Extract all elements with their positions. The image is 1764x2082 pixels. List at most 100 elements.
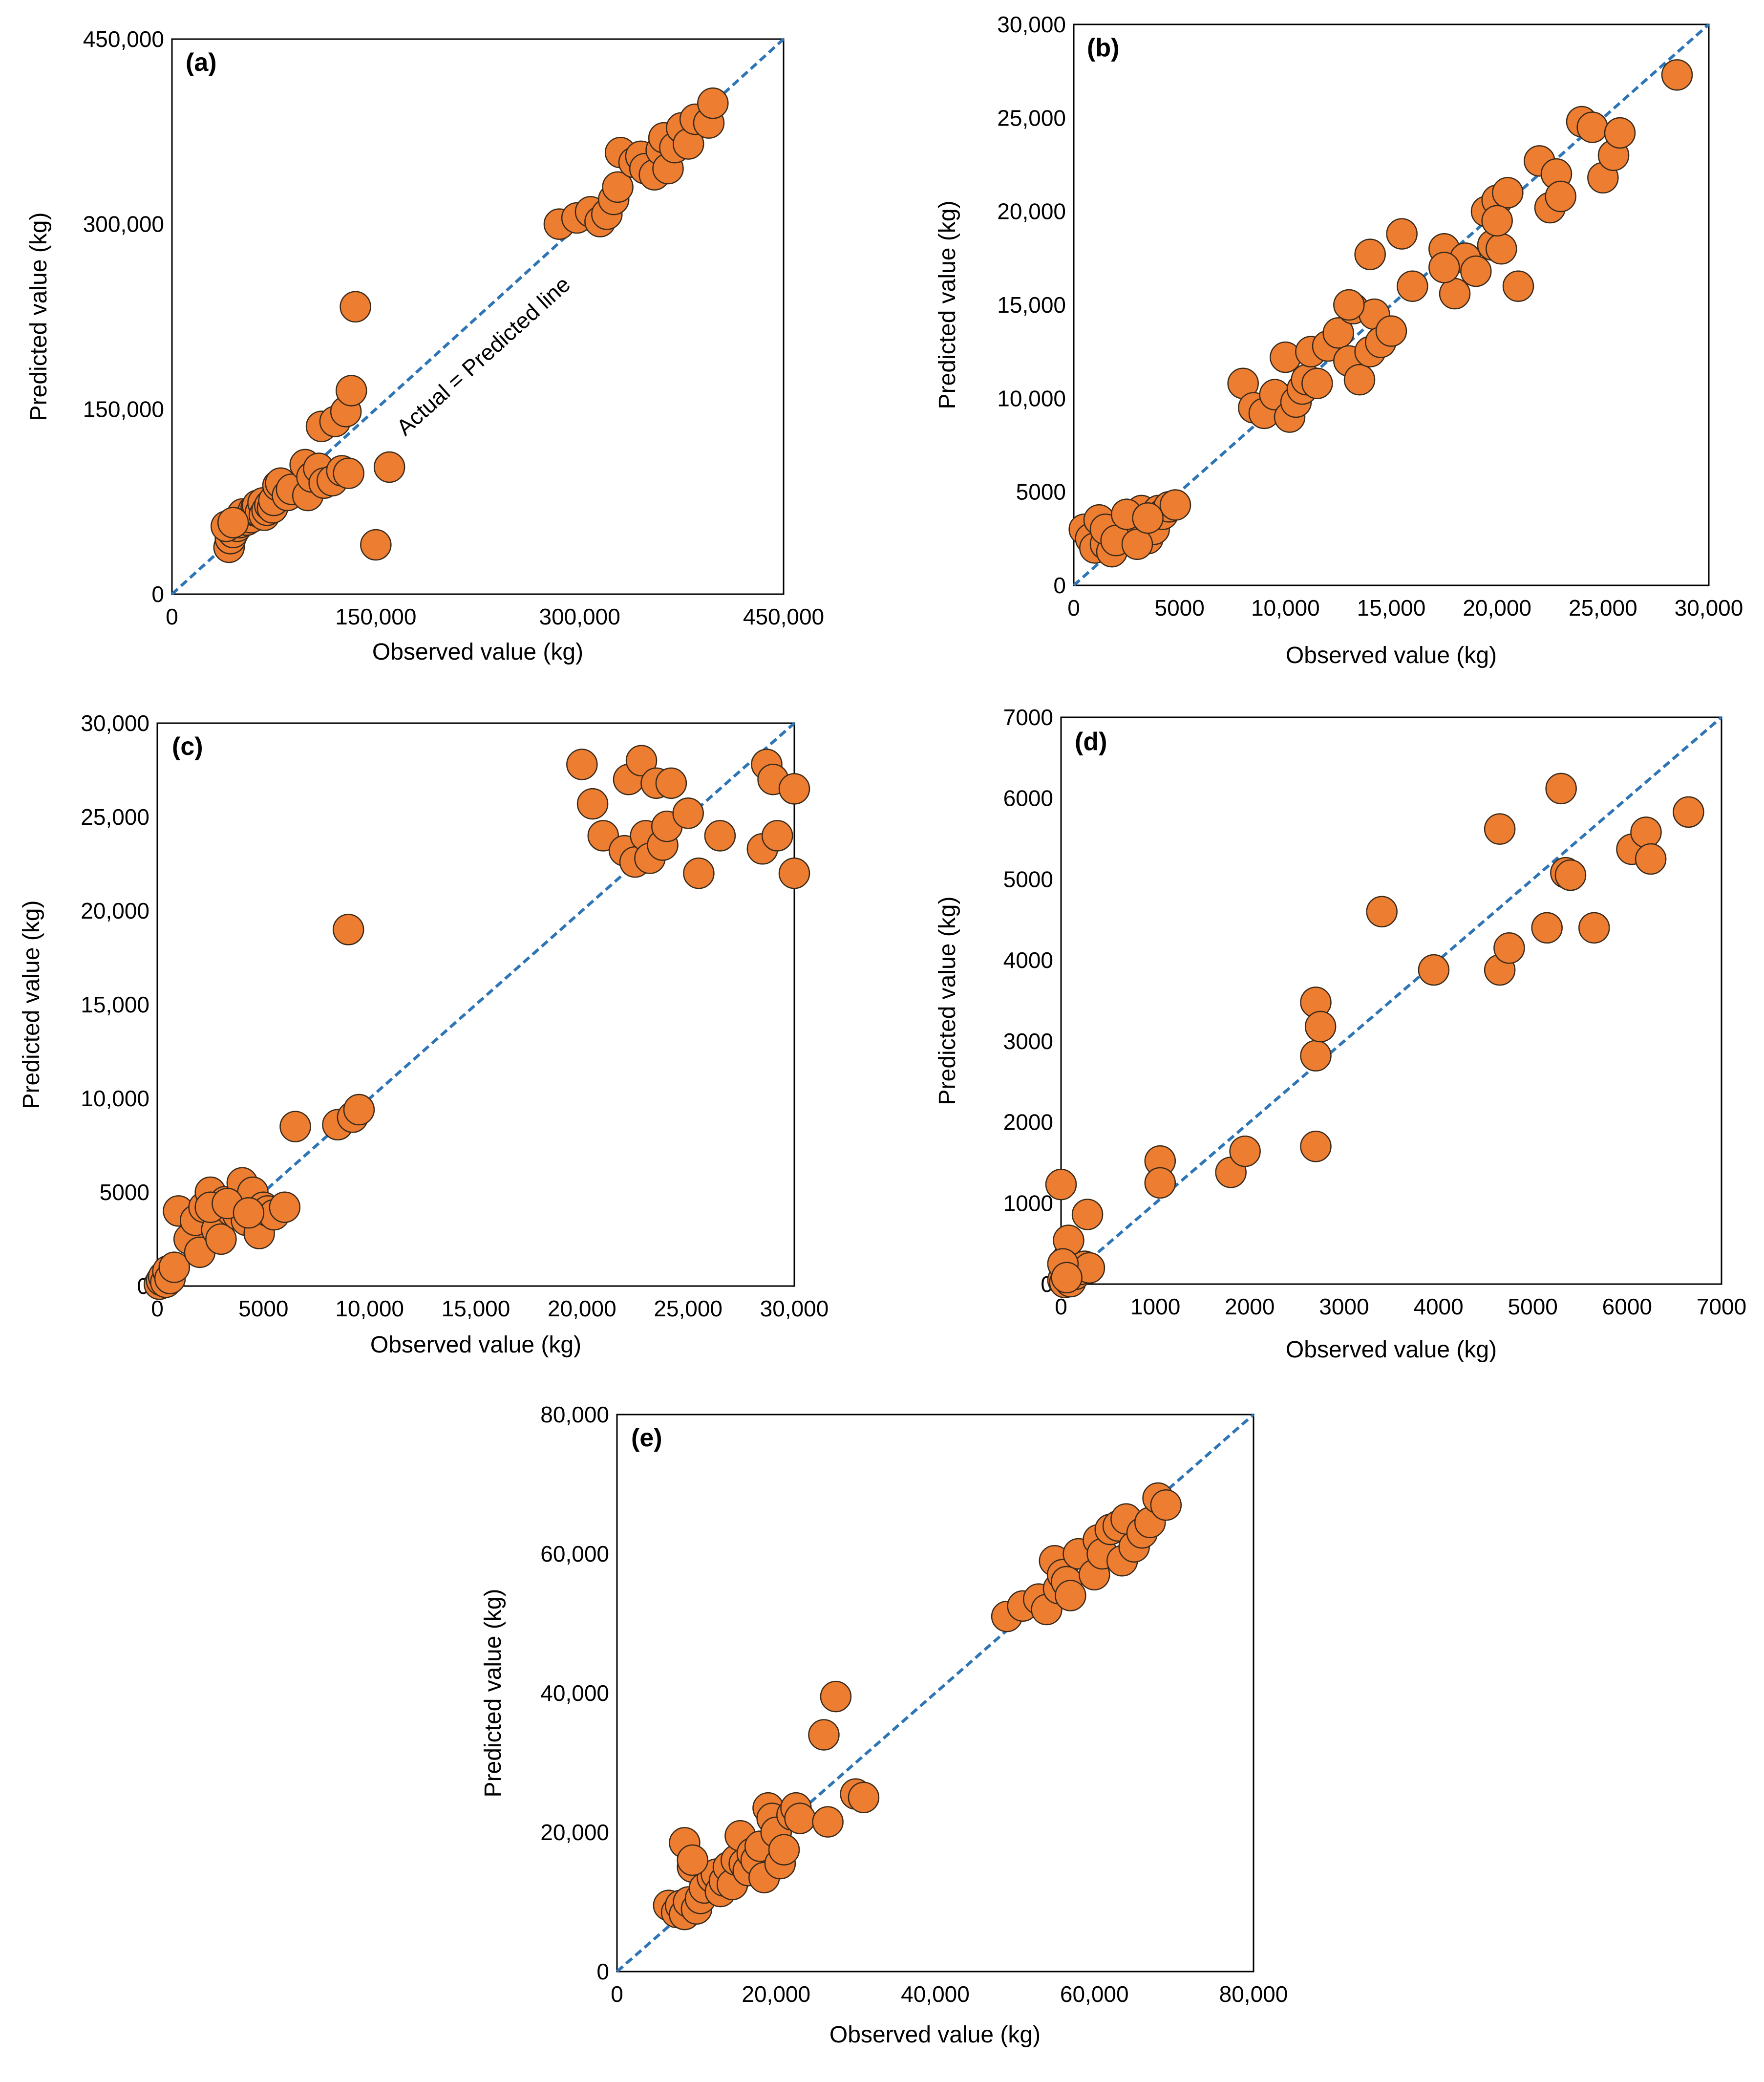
data-point xyxy=(333,457,364,489)
panel-label: (c) xyxy=(172,732,203,761)
panel-c: 0 5000 10,000 15,000 20,000 25,000 30,000 0 500… xyxy=(19,710,829,1358)
panel-label: (b) xyxy=(1087,34,1119,62)
data-point xyxy=(602,171,634,203)
data-point xyxy=(566,749,598,780)
y-tick-label: 0 xyxy=(596,1959,609,1984)
data-point xyxy=(1481,205,1513,237)
data-points xyxy=(144,745,810,1300)
x-tick-labels: 0 150,000 300,000 450,000 xyxy=(166,604,824,629)
y-tick-label: 25,000 xyxy=(81,804,149,830)
data-point xyxy=(1486,233,1517,265)
data-point xyxy=(812,1806,844,1838)
y-tick-label: 60,000 xyxy=(540,1541,609,1567)
data-point xyxy=(343,1094,375,1126)
x-tick-label: 10,000 xyxy=(1251,595,1320,621)
x-tick-label: 0 xyxy=(151,1296,164,1321)
data-point xyxy=(1554,859,1587,891)
x-tick-label: 4000 xyxy=(1413,1294,1463,1319)
y-tick-label: 25,000 xyxy=(997,105,1066,130)
y-tick-label: 10,000 xyxy=(81,1086,149,1111)
y-tick-label: 2000 xyxy=(1003,1110,1053,1135)
y-tick-label: 15,000 xyxy=(997,292,1066,318)
data-point xyxy=(279,1111,311,1142)
data-point xyxy=(655,767,687,799)
x-axis-title: Observed value (kg) xyxy=(370,1332,581,1358)
data-point xyxy=(1333,289,1365,321)
y-tick-label: 300,000 xyxy=(83,212,164,237)
y-tick-label: 40,000 xyxy=(540,1680,609,1706)
data-point xyxy=(677,1844,708,1876)
y-axis-title: Predicted value (kg) xyxy=(935,201,960,409)
x-tick-label: 80,000 xyxy=(1219,1981,1288,2007)
data-point xyxy=(704,820,736,852)
data-point xyxy=(1375,315,1407,347)
data-point xyxy=(1150,1489,1182,1521)
data-point xyxy=(1322,317,1354,349)
x-tick-label: 3000 xyxy=(1319,1294,1369,1319)
data-point xyxy=(217,507,249,538)
data-point xyxy=(1301,367,1333,399)
y-tick-label: 30,000 xyxy=(81,710,149,736)
data-point xyxy=(576,788,609,820)
data-point xyxy=(1545,773,1577,805)
data-point xyxy=(1630,816,1662,848)
y-axis-title: Predicted value (kg) xyxy=(26,213,52,421)
data-point xyxy=(1354,238,1386,270)
data-point xyxy=(672,797,704,829)
x-tick-label: 20,000 xyxy=(1463,595,1531,621)
y-tick-label: 3000 xyxy=(1003,1029,1053,1054)
y-tick-label: 5000 xyxy=(1016,479,1066,505)
data-point xyxy=(1635,843,1667,875)
data-point xyxy=(158,1251,191,1283)
y-tick-label: 20,000 xyxy=(540,1820,609,1845)
y-tick-label: 1000 xyxy=(1003,1190,1053,1216)
x-tick-label: 0 xyxy=(166,604,178,629)
x-tick-label: 20,000 xyxy=(548,1296,616,1321)
x-tick-label: 25,000 xyxy=(654,1296,723,1321)
data-point xyxy=(778,857,810,889)
data-point xyxy=(1045,1168,1077,1201)
x-tick-label: 450,000 xyxy=(743,604,824,629)
x-tick-label: 5000 xyxy=(238,1296,288,1321)
data-point xyxy=(205,1223,237,1255)
x-tick-label: 60,000 xyxy=(1060,1981,1129,2007)
x-tick-label: 40,000 xyxy=(901,1981,970,2007)
x-tick-label: 1000 xyxy=(1130,1294,1180,1319)
x-tick-label: 10,000 xyxy=(335,1296,404,1321)
y-tick-label: 450,000 xyxy=(83,26,164,52)
x-tick-label: 0 xyxy=(1067,595,1080,621)
y-tick-label: 15,000 xyxy=(81,992,149,1017)
y-tick-label: 80,000 xyxy=(540,1402,609,1427)
y-tick-label: 6000 xyxy=(1003,786,1053,811)
y-tick-label: 5000 xyxy=(1003,866,1053,892)
x-tick-labels: 0 1000 2000 3000 4000 5000 6000 7000 xyxy=(1055,1294,1746,1319)
x-tick-label: 0 xyxy=(611,1981,623,2007)
data-point xyxy=(1492,177,1524,209)
data-point xyxy=(1397,270,1428,302)
data-point xyxy=(1051,1262,1083,1293)
data-point xyxy=(1418,954,1450,986)
data-point xyxy=(1229,1135,1261,1167)
data-points xyxy=(1045,773,1704,1298)
y-tick-label: 20,000 xyxy=(81,898,149,923)
panel-e: 0 20,000 40,000 60,000 80,000 0 20,000 40,000 6… xyxy=(480,1402,1288,2048)
data-point xyxy=(778,773,810,805)
x-tick-label: 6000 xyxy=(1602,1294,1652,1319)
x-tick-label: 5000 xyxy=(1154,595,1204,621)
panel-b: 0 5000 10,000 15,000 20,000 25,000 30,000 0 500… xyxy=(935,12,1743,668)
data-point xyxy=(340,291,371,323)
y-tick-label: 7000 xyxy=(1003,705,1053,730)
x-tick-label: 5000 xyxy=(1508,1294,1558,1319)
data-point xyxy=(1343,364,1376,396)
x-tick-labels: 0 20,000 40,000 60,000 80,000 xyxy=(611,1981,1288,2007)
data-point xyxy=(1366,896,1398,927)
data-point xyxy=(1300,1040,1332,1072)
y-tick-labels: 0 150,000 300,000 450,000 xyxy=(83,26,164,607)
data-points xyxy=(1068,59,1693,568)
data-point xyxy=(269,1191,301,1223)
data-point xyxy=(1144,1167,1176,1199)
data-point xyxy=(768,1834,800,1866)
data-point xyxy=(625,745,658,777)
